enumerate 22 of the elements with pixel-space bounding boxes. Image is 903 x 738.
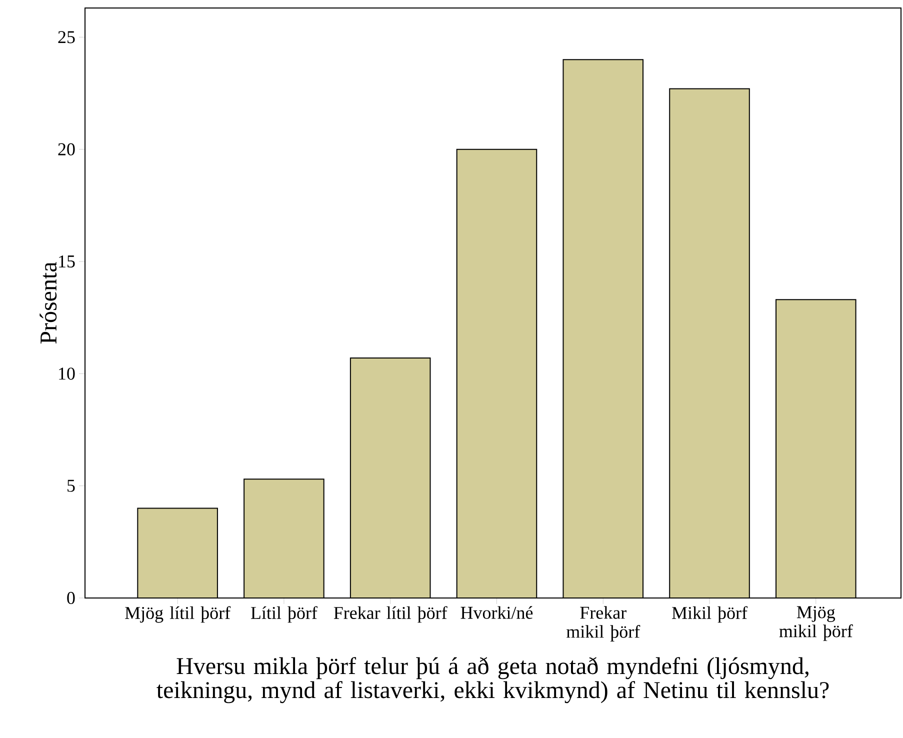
x-tick-label: Lítil þörf bbox=[250, 606, 318, 623]
y-tick-label: 20 bbox=[58, 143, 75, 156]
x-tick-label: Mjög mikil þörf bbox=[779, 606, 853, 641]
x-axis-title: Hversu mikla þörf telur þú á að geta notað myndefni (ljósmynd, teikningu, mynd af listaverki, ekki kvikmynd) af Netinu til kennslu? bbox=[156, 657, 829, 704]
y-axis-title: Prósenta bbox=[40, 262, 57, 344]
x-tick-label: Frekar mikil þörf bbox=[566, 606, 640, 642]
bar bbox=[563, 60, 644, 598]
x-tick-label: Frekar lítil þörf bbox=[334, 606, 448, 623]
bar bbox=[138, 508, 218, 598]
x-tick-label: Mjög lítil þörf bbox=[125, 606, 231, 623]
x-tick-label: Mikil þörf bbox=[672, 606, 748, 623]
y-tick-label: 15 bbox=[59, 255, 75, 268]
bar bbox=[350, 358, 430, 598]
y-tick-label: 10 bbox=[59, 368, 75, 380]
bar bbox=[244, 479, 324, 598]
y-tick-label: 0 bbox=[67, 592, 75, 604]
x-tick-label: Hvorki/né bbox=[460, 606, 533, 619]
y-tick-label: 25 bbox=[58, 31, 75, 44]
bar bbox=[775, 299, 856, 598]
y-tick-label: 5 bbox=[68, 480, 75, 492]
bar bbox=[456, 149, 537, 598]
bar bbox=[670, 88, 750, 598]
